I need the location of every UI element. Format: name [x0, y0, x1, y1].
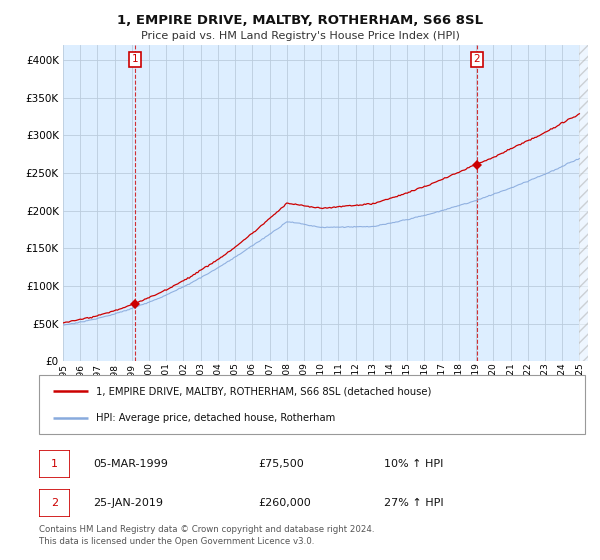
Text: 1: 1 — [131, 54, 138, 64]
FancyBboxPatch shape — [39, 489, 70, 517]
FancyBboxPatch shape — [39, 375, 585, 434]
Text: £260,000: £260,000 — [258, 498, 311, 508]
Text: Contains HM Land Registry data © Crown copyright and database right 2024.
This d: Contains HM Land Registry data © Crown c… — [39, 525, 374, 546]
Text: HPI: Average price, detached house, Rotherham: HPI: Average price, detached house, Roth… — [97, 413, 335, 423]
Text: 05-MAR-1999: 05-MAR-1999 — [93, 459, 168, 469]
FancyBboxPatch shape — [39, 450, 70, 478]
Text: 1: 1 — [51, 459, 58, 469]
Text: 27% ↑ HPI: 27% ↑ HPI — [384, 498, 443, 508]
Text: 10% ↑ HPI: 10% ↑ HPI — [384, 459, 443, 469]
Text: 1, EMPIRE DRIVE, MALTBY, ROTHERHAM, S66 8SL: 1, EMPIRE DRIVE, MALTBY, ROTHERHAM, S66 … — [117, 14, 483, 27]
Text: £75,500: £75,500 — [258, 459, 304, 469]
Text: 2: 2 — [473, 54, 480, 64]
Text: 25-JAN-2019: 25-JAN-2019 — [93, 498, 163, 508]
Text: Price paid vs. HM Land Registry's House Price Index (HPI): Price paid vs. HM Land Registry's House … — [140, 31, 460, 41]
Text: 2: 2 — [51, 498, 58, 508]
Polygon shape — [580, 45, 588, 361]
Text: 1, EMPIRE DRIVE, MALTBY, ROTHERHAM, S66 8SL (detached house): 1, EMPIRE DRIVE, MALTBY, ROTHERHAM, S66 … — [97, 386, 432, 396]
